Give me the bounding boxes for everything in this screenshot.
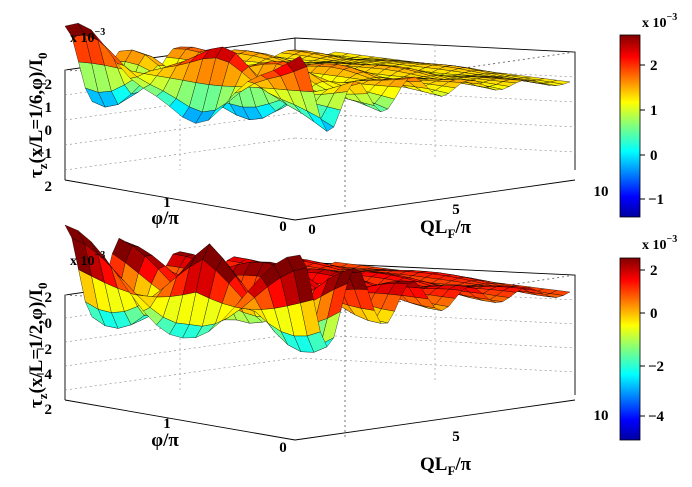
x-tick-label: 5 [452,429,460,445]
colorbar-2: 2 0 −2 −4 x 10−3 [619,234,677,441]
x-axis-label: QLF/π [420,217,472,241]
z-tick-label: 2 [45,290,53,306]
colorbar-tick-label: −4 [648,409,665,425]
y-tick-label: 2 [45,179,53,195]
z-tick-label: 2 [45,77,53,93]
y-tick-label: 1 [163,195,171,211]
y-tick-label: 2 [45,402,53,418]
z-axis-label: τz(x/L=1/2,φ)/I0 [26,282,50,408]
z-tick-label: −1 [36,146,52,162]
surface-1 [64,22,571,132]
x-tick-label: 0 [308,222,316,238]
y-tick-label: 1 [163,416,171,432]
surface-2 [64,224,571,353]
z-multiplier: x 10−3 [70,250,105,269]
y-tick-label: 0 [279,440,287,456]
z-tick-label: 0 [45,123,53,139]
x-tick-label: 10 [594,408,609,424]
colorbar-multiplier: x 10−3 [642,12,677,31]
z-multiplier: x 10−3 [70,27,105,46]
z-tick-label: 1 [45,100,53,116]
z-tick-label: 0 [45,316,53,332]
colorbar-multiplier: x 10−3 [642,234,677,253]
colorbar-tick-label: 2 [650,263,658,279]
y-axis-label: φ/π [151,208,179,229]
colorbar-1: 2 1 0 −1 x 10−3 [619,12,677,218]
colorbar-tick-label: −2 [648,359,664,375]
surface-patch [286,55,308,72]
colorbar-tick-label: 1 [650,103,658,119]
y-tick-label: 0 [279,219,287,235]
colorbar-tick-label: 0 [650,148,658,164]
panel-2: 2 0 −2 −4 2 1 0 5 10 τz(x/L=1/2,φ)/I0 φ/… [26,224,677,478]
panel-1: 2 1 0 −1 2 1 0 0 5 10 τz(x/L=1/6,φ)/I0 φ… [26,12,677,241]
x-tick-label: 10 [594,184,609,200]
colorbar-tick-label: 2 [650,58,658,74]
surface-patch [286,254,308,272]
z-tick-label: −4 [36,367,53,383]
z-axis-label: τz(x/L=1/6,φ)/I0 [26,52,50,178]
colorbar-tick-label: 0 [650,306,658,322]
z-tick-label: −2 [36,342,52,358]
y-axis-label: φ/π [151,430,179,451]
x-tick-label: 5 [452,202,460,218]
colorbar-tick-label: −1 [648,192,664,208]
x-axis-label: QLF/π [420,454,472,478]
